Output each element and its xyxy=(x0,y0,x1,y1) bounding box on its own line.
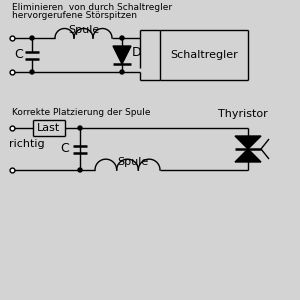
Circle shape xyxy=(30,70,34,74)
Text: C: C xyxy=(60,142,69,155)
Text: C: C xyxy=(14,49,23,62)
Text: D: D xyxy=(132,46,142,59)
Text: Last: Last xyxy=(38,123,61,133)
Circle shape xyxy=(120,70,124,74)
Text: Spule: Spule xyxy=(68,25,99,35)
Circle shape xyxy=(120,36,124,40)
Polygon shape xyxy=(113,46,131,64)
Text: richtig: richtig xyxy=(9,139,45,149)
Text: hervorgerufene Störspitzen: hervorgerufene Störspitzen xyxy=(12,11,137,20)
Text: Eliminieren  von durch Schaltregler: Eliminieren von durch Schaltregler xyxy=(12,3,172,12)
Text: Schaltregler: Schaltregler xyxy=(170,50,238,60)
Polygon shape xyxy=(235,136,261,149)
Polygon shape xyxy=(235,149,261,162)
Circle shape xyxy=(78,126,82,130)
Circle shape xyxy=(30,36,34,40)
Text: Korrekte Platzierung der Spule: Korrekte Platzierung der Spule xyxy=(12,108,151,117)
Text: Spule: Spule xyxy=(117,157,148,167)
Text: Thyristor: Thyristor xyxy=(218,109,268,119)
Circle shape xyxy=(78,168,82,172)
